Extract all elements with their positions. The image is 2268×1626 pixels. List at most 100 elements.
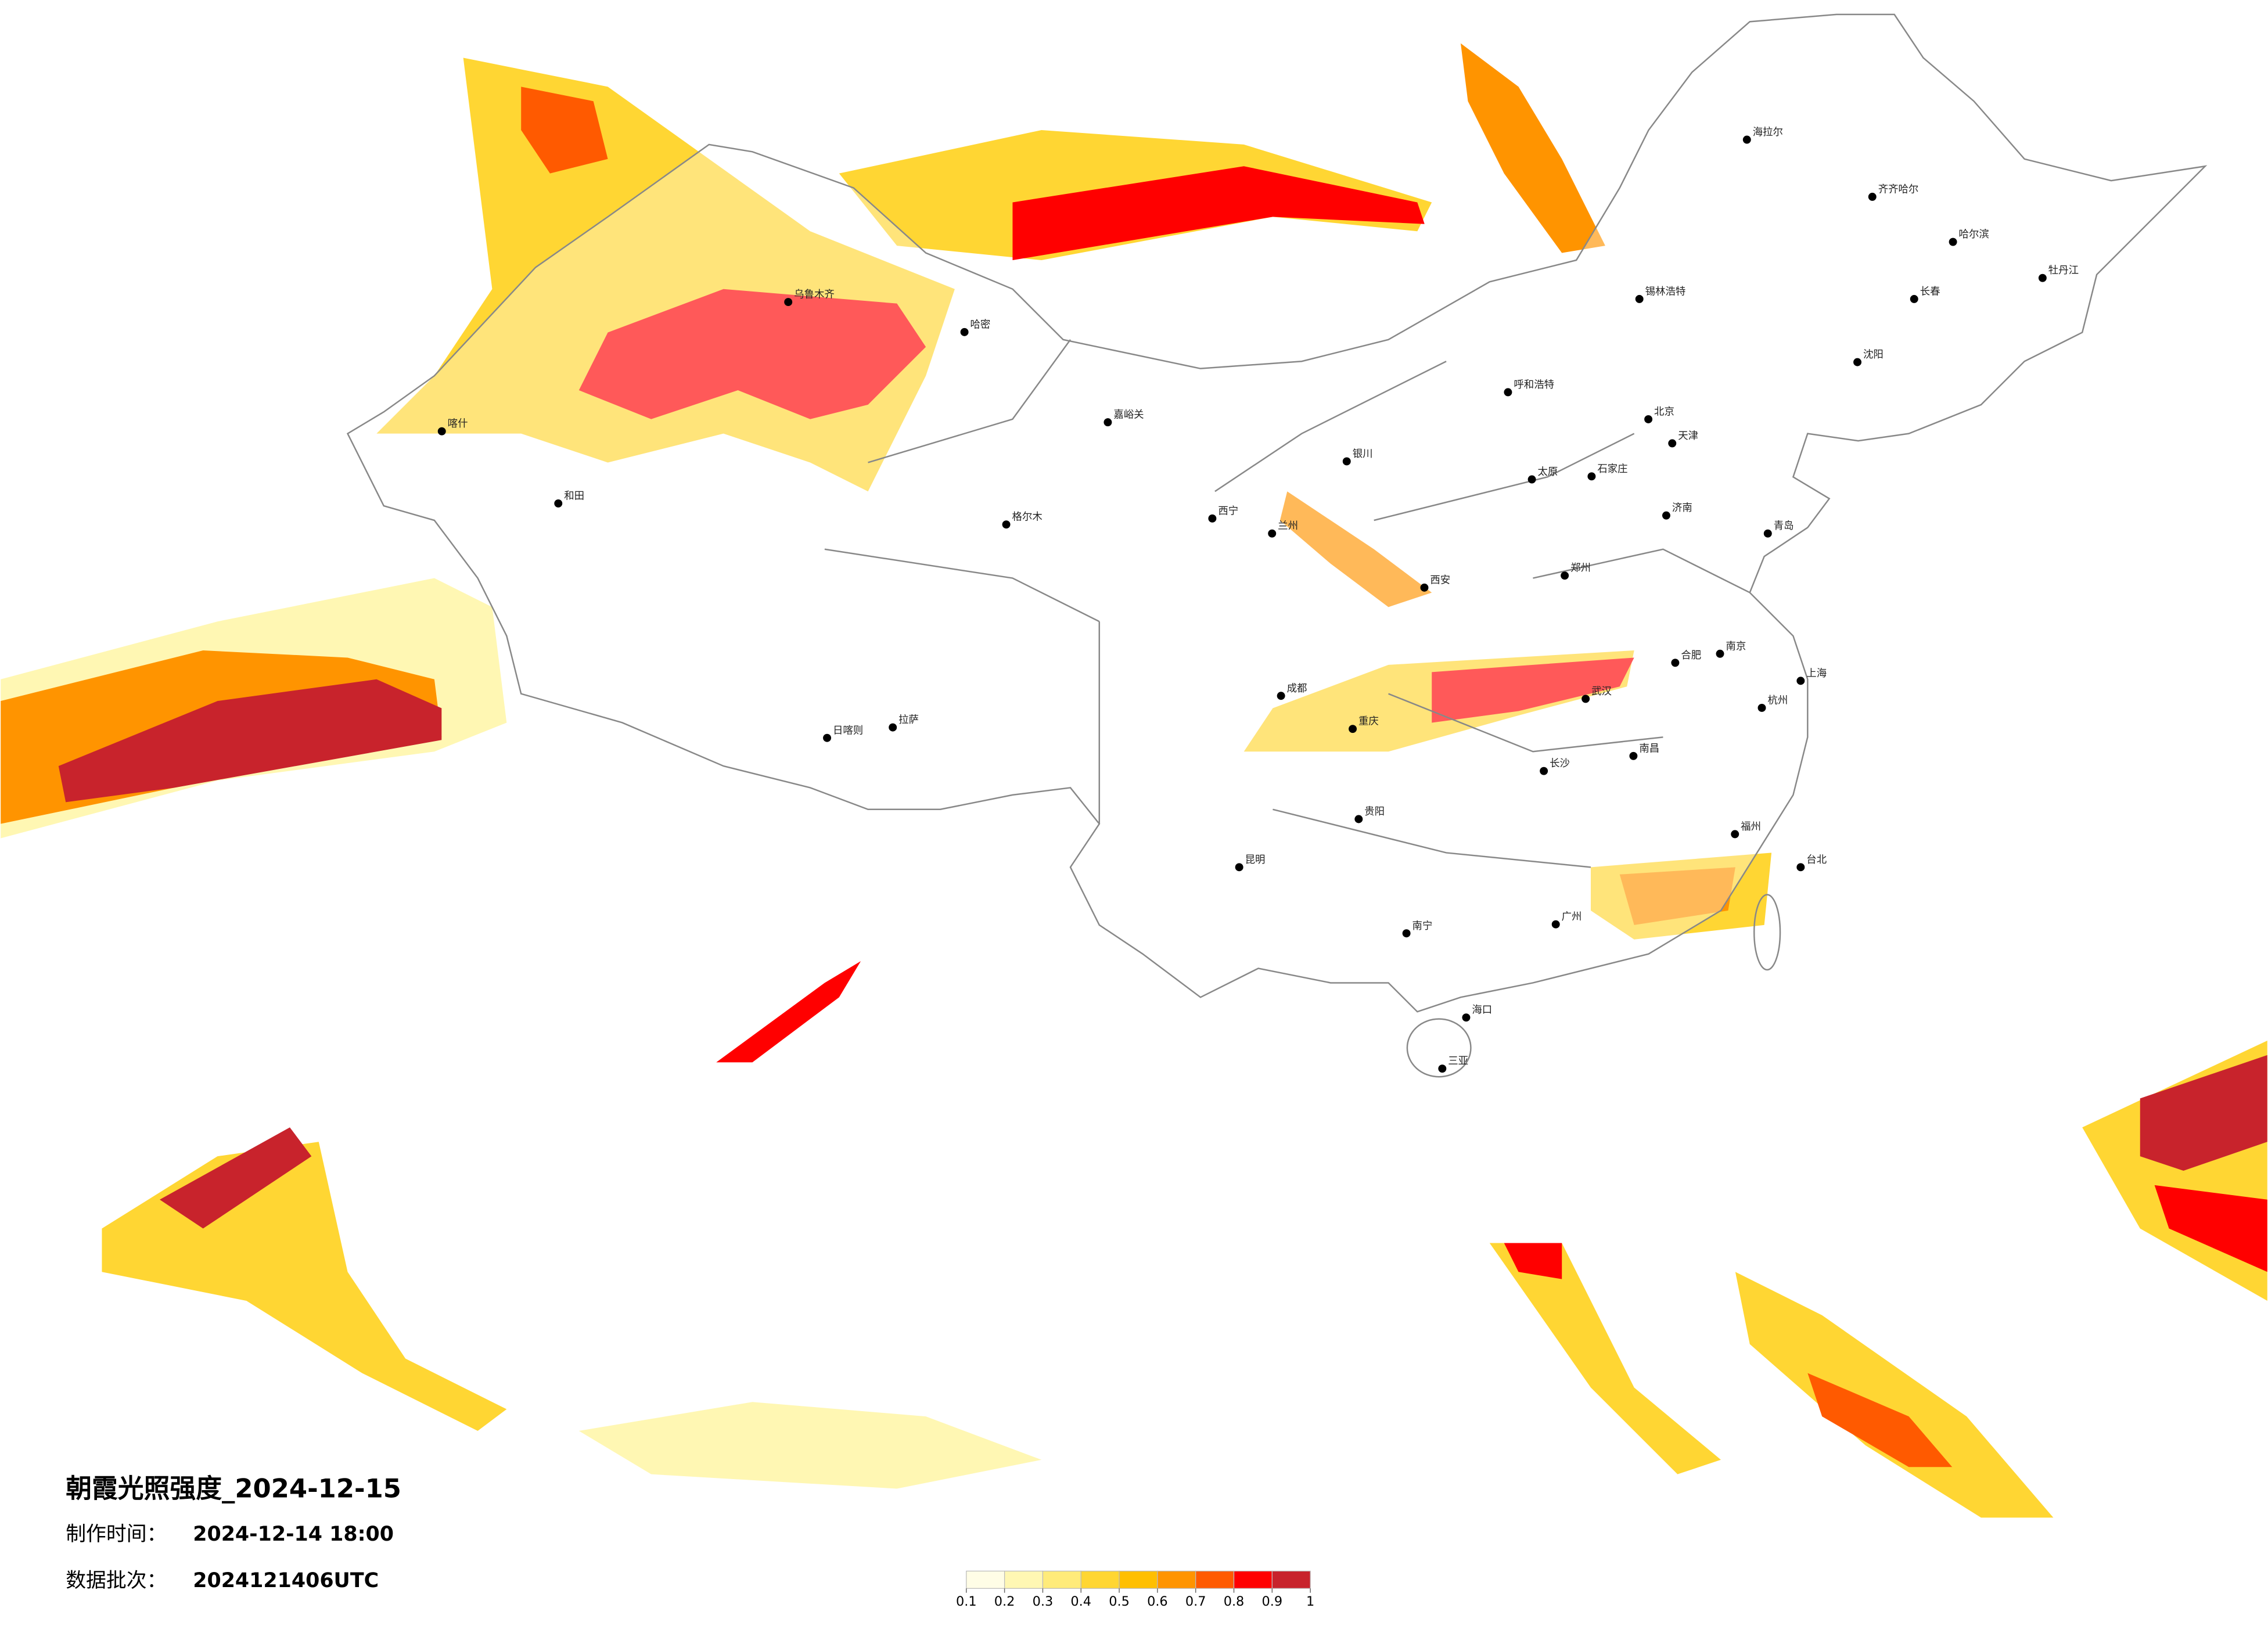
city-dot — [1208, 514, 1217, 523]
city-dot — [1277, 692, 1285, 700]
heat-area — [578, 1402, 1042, 1489]
heat-area — [159, 1127, 312, 1229]
heat-area — [1460, 43, 1605, 253]
city-label: 天津 — [1678, 430, 1698, 442]
legend: 0.1 0.2 0.3 0.4 0.5 0.6 0.7 0.8 0.9 1 — [956, 1570, 1314, 1609]
city-dot — [960, 328, 969, 336]
city-label: 福州 — [1741, 821, 1761, 833]
boundaries — [346, 13, 2208, 1078]
city-label: 石家庄 — [1597, 463, 1627, 475]
city-dot — [1268, 529, 1277, 538]
legend-swatch — [1233, 1570, 1273, 1589]
city-label: 日喀则 — [833, 725, 863, 736]
city-dot — [1104, 418, 1112, 427]
city-dot — [2038, 274, 2047, 282]
city-label: 贵阳 — [1364, 806, 1385, 818]
city-label: 郑州 — [1570, 563, 1591, 574]
city-label: 三亚 — [1448, 1056, 1468, 1067]
city-label: 海口 — [1472, 1005, 1492, 1016]
city-dot — [1910, 294, 1918, 303]
city-dot — [1420, 583, 1429, 592]
city-dot — [1629, 751, 1638, 760]
city-label: 格尔木 — [1012, 512, 1043, 523]
city-dot — [1662, 511, 1670, 520]
production-time-value: 2024-12-14 18:00 — [193, 1523, 394, 1546]
legend-swatch — [1195, 1570, 1235, 1589]
heat-area — [2154, 1185, 2267, 1272]
city-dot — [1527, 475, 1536, 484]
production-time-label: 制作时间： — [66, 1523, 167, 1546]
city-label: 呼和浩特 — [1514, 379, 1554, 391]
legend-swatch — [1042, 1570, 1081, 1589]
city-label: 济南 — [1672, 502, 1692, 514]
heat-area — [2140, 1055, 2267, 1171]
heat-area — [1279, 491, 1432, 607]
city-dot — [889, 723, 897, 732]
city-dot — [1644, 415, 1653, 423]
city-dot — [1716, 649, 1724, 658]
city-label: 喀什 — [448, 418, 468, 430]
heat-field — [1, 43, 2267, 1518]
city-label: 西宁 — [1218, 505, 1238, 517]
legend-swatch — [1119, 1570, 1158, 1589]
heat-area — [521, 87, 608, 174]
heat-area — [578, 289, 926, 419]
city-label: 武汉 — [1591, 686, 1612, 697]
city-dot — [1402, 929, 1411, 938]
city-dot — [1354, 815, 1363, 823]
heat-area — [1619, 867, 1735, 925]
city-dot — [1668, 439, 1677, 448]
city-label: 成都 — [1287, 683, 1307, 695]
city-label: 昆明 — [1245, 854, 1266, 866]
city-dot — [1561, 571, 1569, 580]
legend-tick-label: 1 — [1306, 1594, 1314, 1609]
city-dot — [1551, 920, 1560, 929]
city-dot — [437, 427, 446, 436]
city-dot — [1002, 520, 1011, 529]
city-label: 南宁 — [1412, 920, 1433, 932]
city-label: 台北 — [1806, 854, 1827, 866]
city-label: 上海 — [1806, 668, 1827, 679]
city-dot — [784, 298, 793, 307]
heat-area — [1504, 1243, 1562, 1279]
legend-tick-label: 0.3 — [1033, 1594, 1054, 1609]
legend-swatch — [1004, 1570, 1044, 1589]
heat-area — [1489, 1243, 1721, 1474]
city-label: 青岛 — [1774, 520, 1794, 532]
city-dot — [1635, 294, 1644, 303]
city-label: 南京 — [1726, 641, 1746, 652]
city-label: 长沙 — [1550, 758, 1570, 769]
city-dot — [1671, 659, 1680, 667]
legend-tick-label: 0.5 — [1109, 1594, 1130, 1609]
city-dot — [1462, 1013, 1471, 1022]
city-label: 和田 — [564, 490, 584, 502]
province-line — [824, 339, 1751, 868]
city-label: 齐齐哈尔 — [1878, 184, 1919, 195]
city-dot — [1853, 358, 1862, 366]
city-dot — [1949, 238, 1957, 246]
city-label: 广州 — [1562, 911, 1582, 923]
map-title: 朝霞光照强度_2024-12-15 — [66, 1473, 401, 1503]
legend-tick-label: 0.7 — [1185, 1594, 1206, 1609]
city-label: 哈密 — [971, 319, 991, 330]
city-label: 西安 — [1430, 574, 1450, 586]
city-dot — [1587, 472, 1596, 481]
city-label: 合肥 — [1681, 650, 1701, 661]
city-dot — [1438, 1064, 1447, 1073]
hainan — [1406, 1018, 1472, 1078]
city-label: 重庆 — [1358, 716, 1379, 728]
city-label: 长春 — [1920, 286, 1940, 297]
city-dot — [1235, 863, 1243, 872]
city-label: 嘉峪关 — [1113, 409, 1144, 421]
city-dot — [1342, 457, 1351, 466]
legend-tick-label: 0.6 — [1147, 1594, 1168, 1609]
city-label: 沈阳 — [1863, 349, 1884, 361]
city-label: 兰州 — [1278, 520, 1298, 532]
city-dot — [1868, 192, 1877, 201]
city-dot — [554, 499, 563, 508]
city-label: 太原 — [1538, 466, 1558, 478]
city-label: 哈尔滨 — [1959, 229, 1989, 240]
city-label: 牡丹江 — [2048, 265, 2079, 276]
